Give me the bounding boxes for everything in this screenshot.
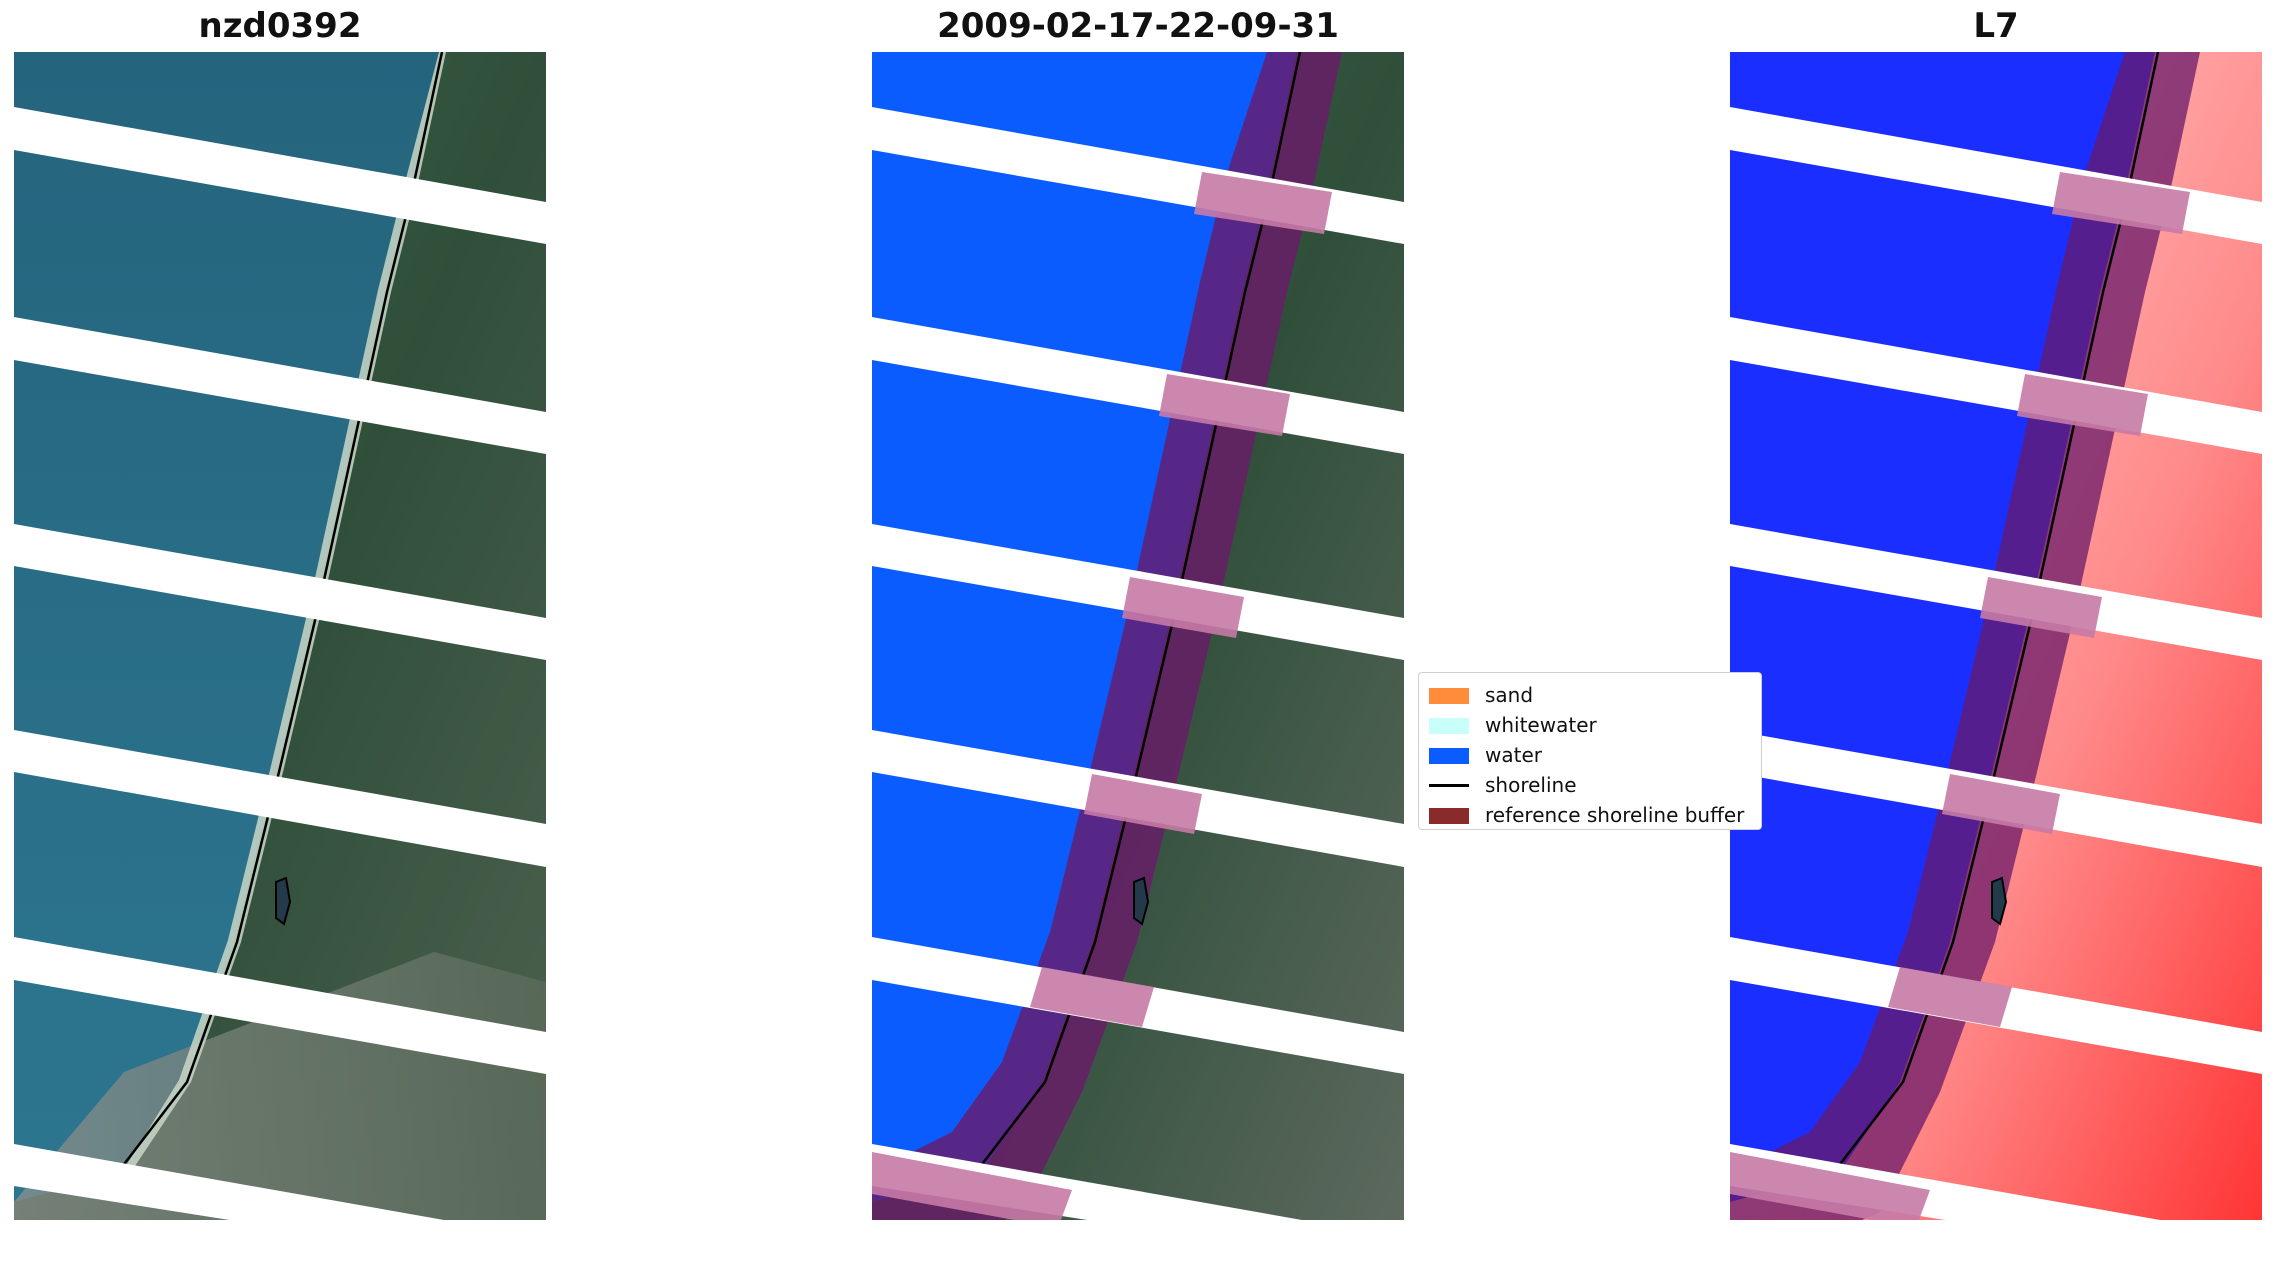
rgb-satellite-image <box>14 52 546 1270</box>
reference-shoreline-buffer <box>872 52 1342 1252</box>
legend-label-sand: sand <box>1485 683 1534 707</box>
surf-zone <box>119 52 446 1177</box>
reference-shoreline-buffer <box>1730 52 2200 1252</box>
legend-item-buffer: reference shoreline buffer <box>1419 801 1761 829</box>
panel-title-classified: 2009-02-17-22-09-31 <box>937 6 1339 46</box>
legend-label-shoreline: shoreline <box>1485 773 1577 797</box>
legend: sand whitewater water shoreline referenc… <box>1418 672 1762 830</box>
panel-title-index: L7 <box>1973 6 2019 46</box>
legend-label-water: water <box>1485 743 1542 767</box>
panel-title-rgb: nzd0392 <box>198 6 362 46</box>
whitewater-swatch <box>1429 718 1469 734</box>
legend-label-buffer: reference shoreline buffer <box>1485 803 1745 827</box>
lagoon <box>275 876 292 926</box>
classified-image <box>872 52 1404 1270</box>
scan-line-gaps <box>14 107 546 1270</box>
legend-item-sand: sand <box>1419 681 1761 709</box>
legend-item-shoreline: shoreline <box>1419 771 1761 799</box>
legend-label-whitewater: whitewater <box>1485 713 1597 737</box>
water-swatch <box>1429 748 1469 764</box>
legend-item-water: water <box>1419 741 1761 769</box>
buffer-over-gaps <box>872 172 1332 1228</box>
shoreline-swatch <box>1429 784 1469 787</box>
water-index-image <box>1730 52 2262 1270</box>
lagoon <box>1991 876 2008 926</box>
buffer-swatch <box>1429 808 1469 824</box>
sand-swatch <box>1429 688 1469 704</box>
lagoon <box>1133 876 1150 926</box>
legend-item-whitewater: whitewater <box>1419 711 1761 739</box>
buffer-over-gaps <box>1730 172 2190 1228</box>
